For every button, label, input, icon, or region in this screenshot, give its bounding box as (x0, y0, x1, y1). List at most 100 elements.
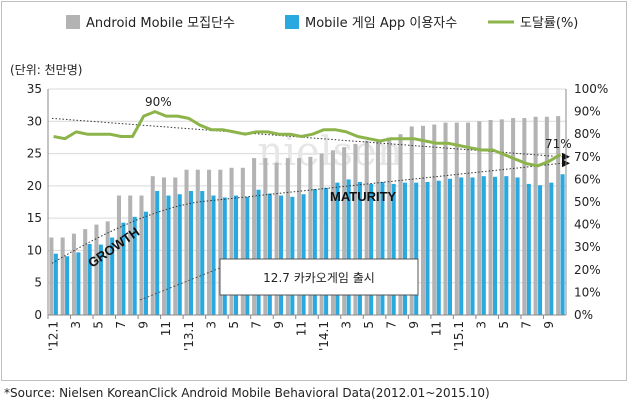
game-user-bar (335, 182, 340, 315)
game-user-bar (436, 180, 441, 315)
x-tick-label: '13.1 (182, 321, 196, 351)
legend-label: Mobile 게임 App 이용자수 (305, 16, 457, 31)
left-tick-label: 15 (27, 211, 42, 225)
x-tick-label: 5 (497, 321, 511, 329)
population-bar (522, 118, 527, 315)
population-bar (330, 150, 335, 315)
x-tick-label: 3 (339, 321, 353, 329)
population-bar (375, 140, 380, 315)
reach-series-line (53, 110, 562, 168)
game-user-bar (301, 194, 306, 315)
x-tick-label: 5 (362, 321, 376, 329)
game-user-bar (290, 196, 295, 315)
population-bar (308, 156, 313, 315)
game-user-bar (98, 244, 103, 315)
x-tick-label: 9 (542, 321, 556, 329)
game-user-bar (53, 253, 58, 315)
game-user-bar (155, 191, 160, 315)
right-tick-label: 40% (574, 218, 601, 232)
right-tick-label: 10% (574, 285, 601, 299)
game-user-bar (549, 182, 554, 315)
population-bar (466, 122, 471, 315)
population-bar (544, 116, 549, 315)
population-bar (60, 237, 65, 315)
left-tick-label: 35 (27, 82, 42, 96)
event-callout-label: 12.7 카카오게임 출시 (263, 271, 375, 285)
x-tick-label: '14.1 (317, 321, 331, 351)
user-trend-line (51, 162, 563, 264)
game-user-bar (470, 177, 475, 315)
population-bar (105, 221, 110, 315)
population-bar (229, 167, 234, 315)
unit-label: (단위: 천만명) (10, 62, 82, 77)
population-bar (150, 176, 155, 315)
game-user-bar (481, 176, 486, 315)
game-user-bar (166, 195, 171, 315)
population-bar (173, 177, 178, 315)
population-bar (195, 169, 200, 315)
game-user-bar (414, 182, 419, 315)
right-tick-label: 100% (574, 82, 608, 96)
game-user-bar (256, 189, 261, 315)
population-bar (319, 153, 324, 315)
population-bar (398, 134, 403, 315)
right-tick-label: 20% (574, 263, 601, 277)
left-tick-label: 5 (34, 276, 42, 290)
game-user-bar (560, 174, 565, 315)
game-user-bar (324, 187, 329, 315)
x-tick-label: 5 (227, 321, 241, 329)
peak-label: 90% (145, 95, 172, 109)
population-bar (71, 233, 76, 315)
game-user-bar (76, 252, 81, 315)
population-bar (297, 158, 302, 315)
population-bar (49, 237, 54, 315)
maturity-label: MATURITY (330, 189, 397, 204)
x-tick-label: '15.1 (452, 321, 466, 351)
x-tick-label: 11 (159, 321, 173, 336)
x-tick-label: 3 (69, 321, 83, 329)
right-tick-label: 60% (574, 172, 601, 186)
x-tick-label: 7 (249, 321, 263, 329)
legend-label: 도달률(%) (520, 16, 578, 31)
x-tick-label: 3 (475, 321, 489, 329)
population-bar (128, 195, 133, 315)
population-bar (218, 169, 223, 315)
population-bar (139, 195, 144, 315)
x-tick-label: 7 (384, 321, 398, 329)
population-bar (409, 126, 414, 315)
left-tick-label: 0 (34, 308, 42, 322)
population-bar (499, 119, 504, 315)
reach-trend-line (51, 117, 563, 158)
population-bar (161, 177, 167, 315)
bars (49, 116, 565, 316)
game-user-bar (346, 179, 351, 315)
population-bar (263, 158, 268, 315)
game-user-bar (279, 195, 284, 315)
right-tick-label: 70% (574, 150, 601, 164)
game-user-bar (177, 194, 182, 315)
x-tick-label: 9 (137, 321, 151, 329)
game-user-bar (402, 182, 407, 315)
game-user-bar (211, 195, 216, 315)
game-user-bar (234, 195, 239, 315)
population-bar (116, 195, 121, 315)
axes: 051015202530350%10%20%30%40%50%60%70%80%… (27, 82, 609, 351)
x-tick-label: 11 (430, 321, 444, 336)
source-note: *Source: Nielsen KoreanClick Android Mob… (4, 386, 490, 400)
population-bar (285, 158, 290, 315)
game-user-bar (515, 177, 520, 315)
chart-canvas: nielsen 051015202530350%10%20%30%40%50%6… (10, 15, 609, 351)
game-user-bar (380, 181, 385, 315)
event-callout-box (219, 258, 419, 296)
right-tick-label: 30% (574, 240, 601, 254)
right-tick-label: 50% (574, 195, 601, 209)
end-label: 71% (545, 137, 572, 151)
x-tick-label: 9 (407, 321, 421, 329)
game-user-bar (493, 176, 498, 315)
left-tick-label: 30 (27, 114, 42, 128)
population-bar (94, 224, 99, 315)
population-bar (184, 169, 189, 315)
legend-label: Android Mobile 모집단수 (86, 16, 235, 31)
population-bar (477, 121, 482, 316)
game-user-bar (369, 183, 374, 315)
